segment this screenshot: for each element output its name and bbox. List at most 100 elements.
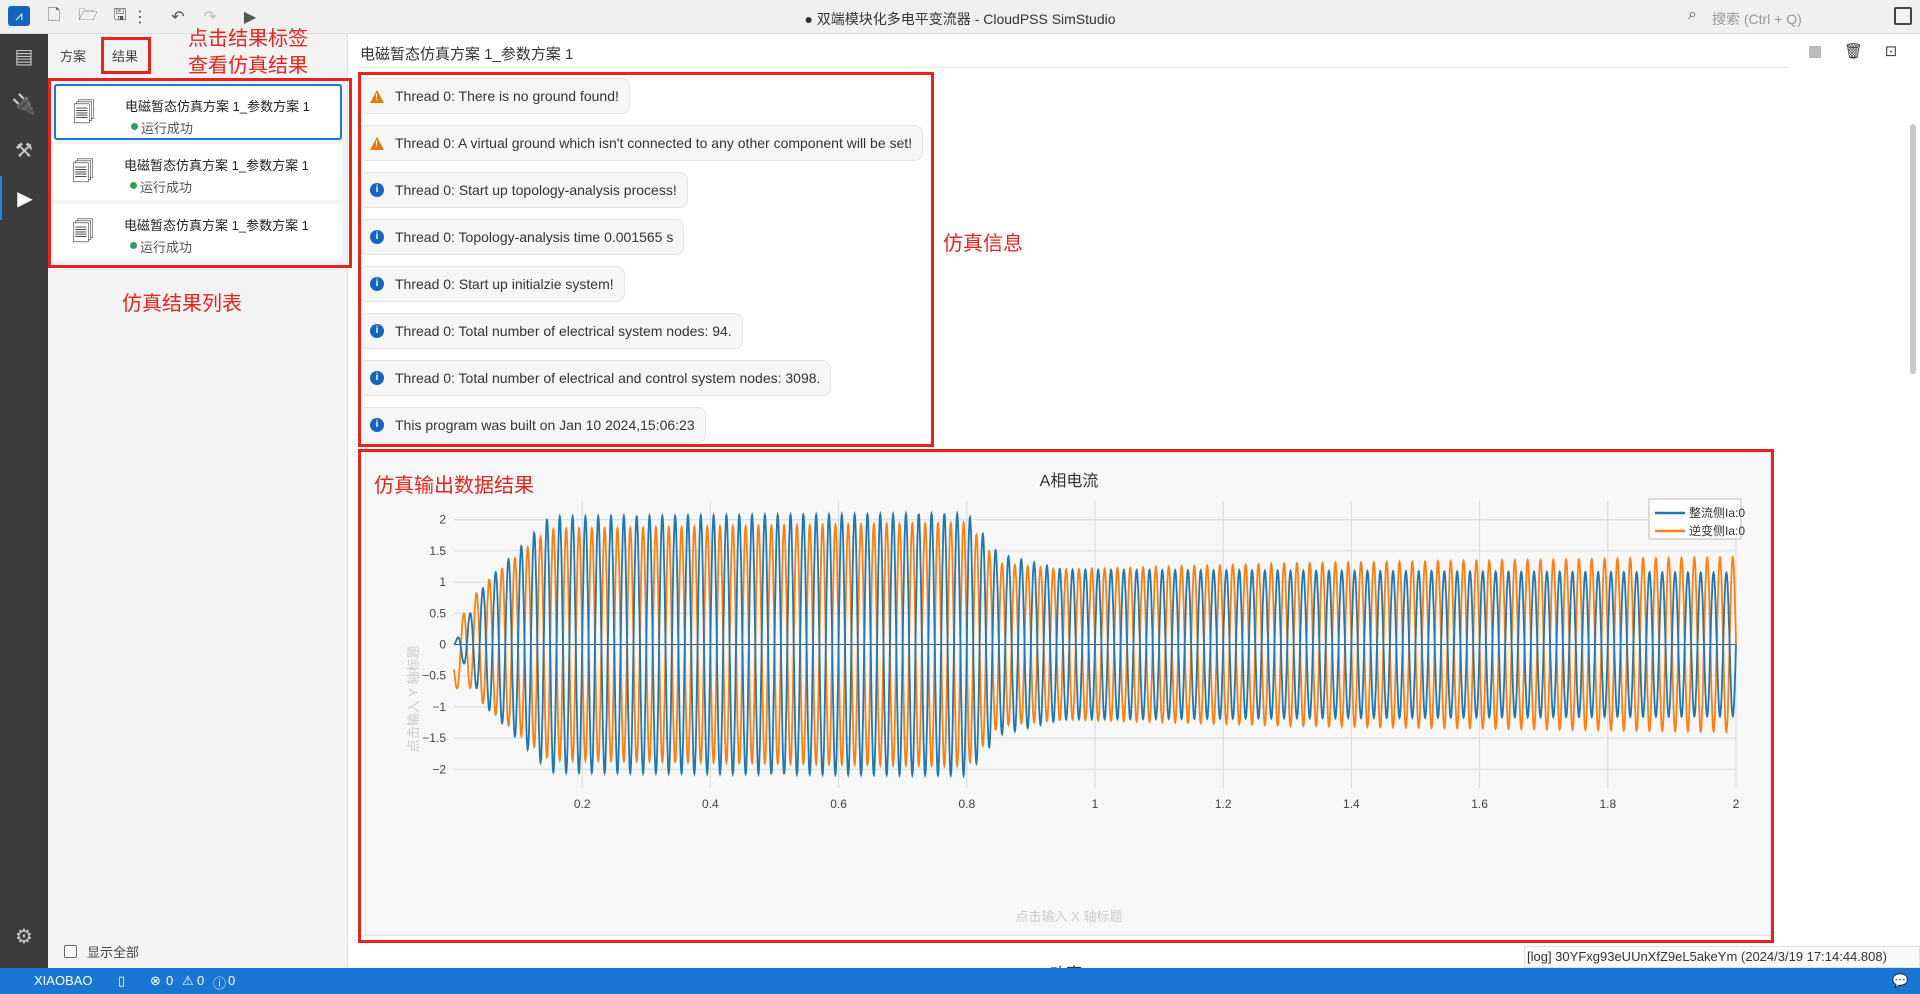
tab-scheme[interactable]: 方案	[60, 49, 87, 64]
plug-icon[interactable]: 🔌	[11, 93, 37, 116]
show-all-checkbox[interactable]	[64, 945, 77, 958]
user-icon[interactable]: 👤	[14, 973, 31, 988]
settings-gear-icon[interactable]: ⚙	[15, 925, 33, 948]
info-icon: i	[370, 324, 384, 338]
error-count[interactable]: 0	[166, 973, 174, 988]
search-icon: ⌕	[1688, 6, 1697, 23]
result-status: 运行成功	[140, 180, 193, 195]
result-status: 运行成功	[141, 121, 194, 136]
device-icon[interactable]: ▯	[118, 973, 126, 988]
header-divider	[356, 67, 1790, 68]
chart-legend: 整流侧Ia:0 逆变侧Ia:0	[1648, 498, 1745, 540]
split-view-icon[interactable]: ⊡	[1884, 43, 1898, 60]
y-tick-label: 0.5	[429, 606, 446, 620]
result-item[interactable]: 🗐 电磁暂态仿真方案 1_参数方案 1 运行成功	[54, 144, 342, 200]
redo-icon[interactable]: ↷	[203, 9, 217, 26]
x-tick-label: 0.2	[574, 797, 591, 811]
series-line-rectifier	[453, 510, 1737, 779]
maximize-icon[interactable]	[1894, 7, 1912, 25]
message-item: i Thread 0: Topology-analysis time 0.0015…	[358, 219, 685, 255]
delete-icon[interactable]: 🗑	[1844, 43, 1864, 60]
message-text: Thread 0: Total number of electrical and…	[395, 370, 821, 386]
log-line: [log] 30YFxg93eUUnXfZ9eL5akeYm (2024/3/1…	[1524, 946, 1920, 968]
y-tick-label: −1	[432, 700, 446, 714]
y-tick-label: 1	[439, 575, 446, 589]
info-icon: i	[370, 230, 384, 244]
message-item: i Thread 0: Start up topology-analysis pr…	[358, 172, 688, 208]
feedback-icon[interactable]: 💬	[1892, 973, 1909, 988]
result-file-icon: 🗐	[72, 159, 94, 184]
y-tick-label: −0.5	[422, 669, 446, 683]
stop-button[interactable]	[1806, 43, 1824, 61]
chart-y-axis-label: 点击输入 Y 轴标题	[406, 646, 421, 753]
legend-entry: 逆变侧Ia:0	[1689, 523, 1745, 538]
x-tick-label: 2	[1733, 797, 1740, 811]
show-all-toggle[interactable]: 显示全部	[64, 942, 139, 961]
main-header: 电磁暂态仿真方案 1_参数方案 1 🗑 ⊡	[348, 34, 1920, 70]
save-icon[interactable]: 🖫	[113, 6, 127, 24]
tab-results[interactable]: 结果	[112, 49, 139, 64]
message-text: This program was built on Jan 10 2024,15…	[395, 417, 695, 433]
page-title: 电磁暂态仿真方案 1_参数方案 1	[360, 46, 574, 63]
message-item: i This program was built on Jan 10 2024,1…	[358, 407, 706, 443]
info-icon: i	[370, 277, 384, 291]
x-tick-label: 1.2	[1215, 797, 1232, 811]
title-bar: ⩘ 🗋 🗁 🖫 ⋮ ↶ ↷ ▶ ● 双端模块化多电平变流器 - CloudPSS…	[0, 0, 1920, 34]
app-logo-icon[interactable]: ⩘	[8, 6, 30, 26]
warning-count[interactable]: 0	[197, 973, 205, 988]
message-item: i Thread 0: Total number of electrical sy…	[358, 313, 743, 349]
warning-icon: !	[370, 137, 384, 150]
x-tick-label: 0.4	[702, 797, 719, 811]
y-tick-label: 0	[439, 638, 446, 652]
message-text: Thread 0: There is no ground found!	[395, 88, 619, 104]
panel-tabs: 方案 结果	[48, 34, 348, 74]
result-title: 电磁暂态仿真方案 1_参数方案 1	[124, 158, 309, 173]
more-vert-icon[interactable]: ⋮	[132, 9, 148, 26]
chart-title: A相电流	[1040, 472, 1099, 490]
show-all-label: 显示全部	[87, 945, 140, 960]
search-input[interactable]: ⌕ 搜索 (Ctrl + Q)	[1684, 6, 1874, 28]
info-count[interactable]: 0	[228, 973, 236, 988]
simulation-run-icon[interactable]: ▶	[0, 176, 48, 220]
message-list: ! Thread 0: There is no ground found! ! Th…	[358, 78, 924, 454]
side-panel: 方案 结果 🗐 电磁暂态仿真方案 1_参数方案 1 运行成功 🗐 电磁暂态仿真方…	[48, 34, 348, 968]
message-text: Thread 0: Start up initialzie system!	[395, 276, 614, 292]
y-tick-label: 1.5	[429, 544, 446, 558]
x-tick-label: 1.8	[1599, 797, 1616, 811]
user-name[interactable]: XIAOBAO	[34, 973, 93, 988]
info-icon: i	[370, 418, 384, 432]
new-file-icon[interactable]: 🗋	[47, 6, 61, 24]
y-tick-label: −2	[432, 762, 446, 776]
message-item: ! Thread 0: There is no ground found!	[358, 78, 630, 114]
run-icon[interactable]: ▶	[243, 9, 257, 26]
current-chart[interactable]: 0.2 0.4 0.6 0.8 1 1.2 1.4 1.6 1.8 2 2 1.5 1 0.5 0 −0.5 −…	[366, 453, 1772, 937]
result-title: 电磁暂态仿真方案 1_参数方案 1	[124, 218, 309, 233]
scrollbar[interactable]	[1910, 124, 1916, 374]
message-text: Thread 0: Total number of electrical sys…	[395, 323, 732, 339]
main-area: 电磁暂态仿真方案 1_参数方案 1 🗑 ⊡ ! Thread 0: There i…	[348, 34, 1920, 983]
status-dot	[131, 123, 138, 130]
message-text: Thread 0: A virtual ground which isn't c…	[395, 135, 913, 151]
status-dot	[130, 182, 137, 189]
info-icon: i	[370, 371, 384, 385]
tools-icon[interactable]: ⚒	[15, 139, 33, 162]
docs-icon[interactable]: ▤	[14, 45, 34, 68]
message-item: i Thread 0: Start up initialzie system!	[358, 266, 625, 302]
search-placeholder: 搜索 (Ctrl + Q)	[1712, 11, 1802, 27]
result-file-icon: 🗐	[73, 100, 95, 125]
message-item: ! Thread 0: A virtual ground which isn't …	[358, 125, 924, 161]
open-folder-icon[interactable]: 🗁	[78, 6, 98, 24]
error-icon: ⊗	[150, 973, 161, 988]
y-tick-label: −1.5	[422, 731, 446, 745]
result-file-icon: 🗐	[72, 219, 94, 244]
message-item: i Thread 0: Total number of electrical an…	[358, 360, 832, 396]
activity-bar: ▤ 🔌 ⚒ ▶ ⚙	[0, 34, 48, 968]
result-item[interactable]: 🗐 电磁暂态仿真方案 1_参数方案 1 运行成功	[54, 204, 342, 260]
x-tick-label: 1	[1092, 797, 1099, 811]
info-icon: i	[370, 183, 384, 197]
result-item[interactable]: 🗐 电磁暂态仿真方案 1_参数方案 1 运行成功	[54, 84, 342, 140]
x-tick-label: 0.6	[830, 797, 847, 811]
status-dot	[130, 242, 137, 249]
undo-icon[interactable]: ↶	[171, 9, 185, 26]
chart-axes: 0.2 0.4 0.6 0.8 1 1.2 1.4 1.6 1.8 2 2 1.5 1 0.5 0 −0.5 −…	[422, 513, 1739, 811]
